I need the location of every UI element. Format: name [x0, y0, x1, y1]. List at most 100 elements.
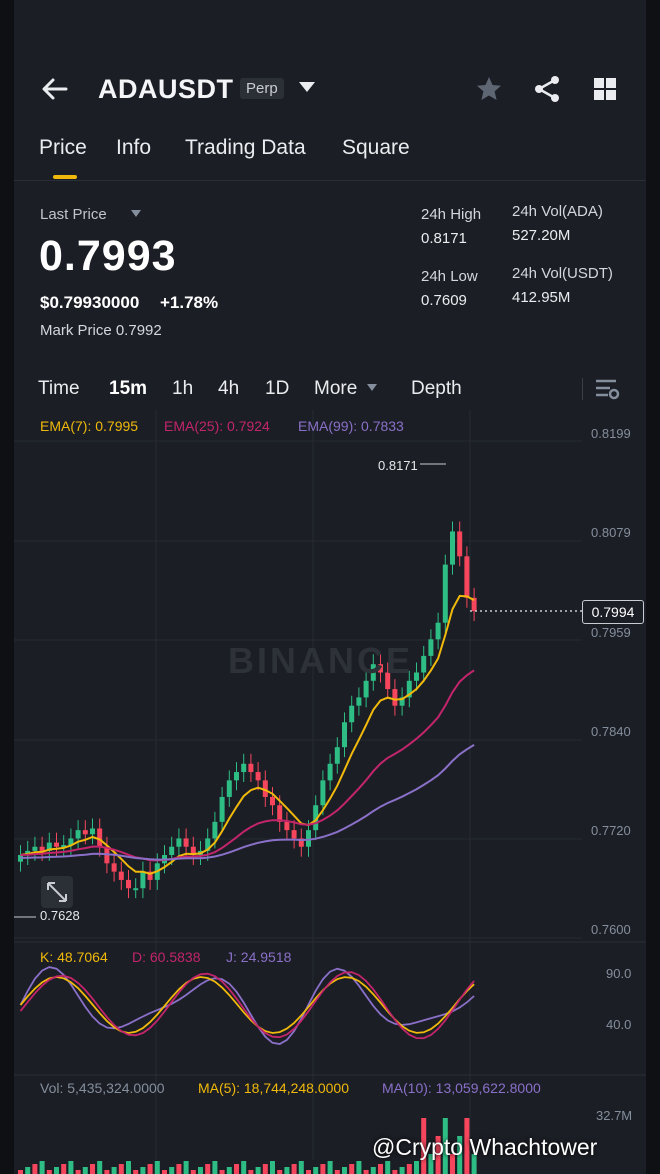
vol-base-value: 527.20M [512, 227, 571, 244]
tab-price[interactable]: Price [39, 136, 87, 179]
high-marker: 0.8171 [378, 458, 418, 473]
volume-bar [356, 1161, 362, 1174]
candle [298, 838, 304, 847]
ma5-label: MA(5): 18,744,248.0000 [198, 1080, 349, 1096]
left-edge [0, 0, 14, 1174]
symbol-title[interactable]: ADAUSDT [98, 74, 234, 104]
expand-icon[interactable] [41, 876, 73, 908]
candle [169, 846, 175, 856]
price-axis-label: 0.7720 [591, 823, 631, 838]
volume-bar [370, 1167, 376, 1174]
volume-bar [104, 1170, 110, 1174]
volume-bar [291, 1164, 297, 1174]
volume-bar [313, 1167, 319, 1174]
volume-bar [90, 1164, 95, 1174]
candle [313, 805, 319, 831]
volume-bar [464, 1118, 470, 1174]
tf-more[interactable]: More [314, 378, 358, 399]
candle [378, 664, 383, 673]
low-marker: 0.7628 [40, 908, 80, 923]
vol-label: Vol: 5,435,324.0000 [40, 1080, 165, 1096]
candle [190, 846, 196, 856]
candle [327, 763, 333, 781]
star-icon[interactable] [474, 74, 504, 104]
volume-bar [241, 1161, 247, 1174]
tf-4h[interactable]: 4h [218, 378, 240, 399]
price-change: +1.78% [160, 293, 219, 312]
candle [82, 830, 88, 835]
kdj-d-label: D: 60.5838 [132, 949, 201, 965]
volume-bar [82, 1167, 88, 1174]
tab-info[interactable]: Info [116, 136, 152, 159]
candle [118, 871, 124, 880]
volume-bar [262, 1164, 268, 1174]
volume-bar [140, 1167, 146, 1174]
price-chart[interactable] [0, 400, 660, 1174]
volume-bar [406, 1164, 412, 1174]
volume-bar [442, 1118, 448, 1174]
volume-bar [190, 1170, 196, 1174]
kdj-j-label: J: 24.9518 [226, 949, 292, 965]
tf-time[interactable]: Time [38, 378, 80, 399]
low-value: 0.7609 [421, 292, 467, 309]
last-price-label[interactable]: Last Price [40, 206, 107, 223]
candle [442, 564, 448, 623]
ema25-label: EMA(25): 0.7924 [164, 418, 270, 434]
candle [342, 722, 347, 748]
candle [176, 838, 182, 847]
volume-bar [327, 1161, 333, 1174]
candle [39, 846, 45, 851]
volume-bar [234, 1164, 239, 1174]
volume-bar [306, 1170, 311, 1174]
candle [234, 772, 239, 781]
volume-bar [118, 1164, 124, 1174]
volume-bar [226, 1167, 232, 1174]
header: ADAUSDT Perp [14, 60, 646, 120]
tab-trading-data[interactable]: Trading Data [185, 136, 306, 159]
candle [363, 680, 369, 698]
ema99-line [20, 744, 475, 861]
volume-bar [54, 1167, 59, 1174]
volume-bar [399, 1167, 405, 1174]
grid-icon[interactable] [590, 74, 620, 104]
credit-watermark: @Crypto Whachtower [372, 1134, 598, 1160]
chevron-down-icon[interactable] [298, 80, 316, 94]
volume-bar [111, 1167, 117, 1174]
candle [306, 830, 311, 847]
tf-15m[interactable]: 15m [109, 378, 148, 399]
perp-badge: Perp [240, 78, 284, 99]
candle [262, 780, 268, 797]
price-axis-label: 0.7840 [591, 724, 631, 739]
tf-depth[interactable]: Depth [411, 378, 462, 399]
volume-bar [97, 1161, 103, 1174]
ema7-label: EMA(7): 0.7995 [40, 418, 139, 434]
volume-bar [169, 1167, 175, 1174]
candle [241, 763, 247, 773]
kdj-k-label: K: 48.7064 [40, 949, 108, 965]
candle [183, 838, 189, 847]
tab-square[interactable]: Square [342, 136, 410, 159]
chart-settings-icon[interactable] [590, 376, 622, 402]
back-arrow-icon[interactable] [40, 74, 70, 104]
volume-bar [133, 1170, 139, 1174]
volume-bar [25, 1167, 31, 1174]
chevron-down-icon[interactable] [130, 209, 142, 218]
volume-bar [205, 1164, 211, 1174]
volume-bar [162, 1170, 167, 1174]
volume-bar [39, 1161, 45, 1174]
volume-bar [270, 1161, 275, 1174]
chevron-down-icon[interactable] [366, 383, 378, 392]
volume-bar [334, 1170, 340, 1174]
volume-bar [378, 1164, 383, 1174]
tf-1d[interactable]: 1D [265, 378, 290, 399]
candle [212, 821, 218, 839]
kdj-d-line [19, 971, 475, 1040]
candle [255, 772, 261, 781]
mark-price: Mark Price 0.7992 [40, 322, 162, 339]
volume-bar [450, 1154, 455, 1174]
volume-bar [284, 1167, 290, 1174]
candle [248, 763, 254, 773]
candle [334, 747, 340, 764]
tf-1h[interactable]: 1h [172, 378, 194, 399]
share-icon[interactable] [532, 74, 562, 104]
